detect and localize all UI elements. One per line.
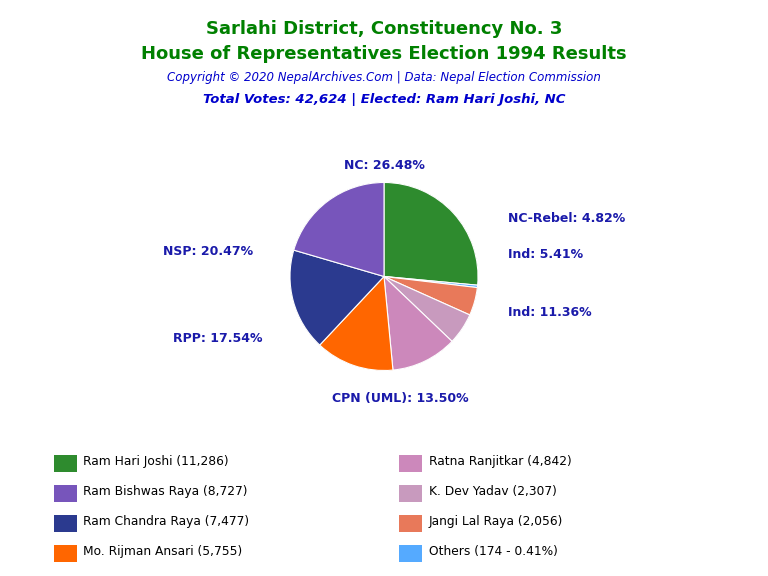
Wedge shape — [384, 276, 478, 287]
Text: NC: 26.48%: NC: 26.48% — [343, 160, 425, 172]
Text: Copyright © 2020 NepalArchives.Com | Data: Nepal Election Commission: Copyright © 2020 NepalArchives.Com | Dat… — [167, 71, 601, 85]
Wedge shape — [319, 276, 393, 370]
Wedge shape — [294, 183, 384, 276]
Text: Others (174 - 0.41%): Others (174 - 0.41%) — [429, 545, 558, 558]
Text: Mo. Rijman Ansari (5,755): Mo. Rijman Ansari (5,755) — [83, 545, 242, 558]
Wedge shape — [384, 276, 478, 315]
Text: Ind: 11.36%: Ind: 11.36% — [508, 306, 592, 319]
Wedge shape — [294, 183, 384, 276]
Text: K. Dev Yadav (2,307): K. Dev Yadav (2,307) — [429, 486, 557, 498]
Text: Ind: 5.41%: Ind: 5.41% — [508, 248, 584, 261]
Text: Jangi Lal Raya (2,056): Jangi Lal Raya (2,056) — [429, 516, 563, 528]
Text: NC-Rebel: 4.82%: NC-Rebel: 4.82% — [508, 212, 626, 225]
Wedge shape — [384, 183, 478, 285]
Wedge shape — [384, 276, 470, 342]
Text: CPN (UML): 13.50%: CPN (UML): 13.50% — [333, 392, 469, 404]
Wedge shape — [384, 276, 478, 315]
Wedge shape — [290, 250, 384, 345]
Wedge shape — [384, 276, 478, 287]
Text: Ratna Ranjitkar (4,842): Ratna Ranjitkar (4,842) — [429, 456, 571, 468]
Text: House of Representatives Election 1994 Results: House of Representatives Election 1994 R… — [141, 45, 627, 63]
Wedge shape — [384, 276, 470, 342]
Wedge shape — [384, 276, 452, 370]
Text: RPP: 17.54%: RPP: 17.54% — [173, 332, 263, 345]
Text: Sarlahi District, Constituency No. 3: Sarlahi District, Constituency No. 3 — [206, 20, 562, 38]
Text: Total Votes: 42,624 | Elected: Ram Hari Joshi, NC: Total Votes: 42,624 | Elected: Ram Hari … — [203, 93, 565, 107]
Text: Ram Chandra Raya (7,477): Ram Chandra Raya (7,477) — [83, 516, 249, 528]
Text: NSP: 20.47%: NSP: 20.47% — [163, 245, 253, 258]
Wedge shape — [384, 276, 452, 370]
Wedge shape — [290, 250, 384, 345]
Text: Ram Bishwas Raya (8,727): Ram Bishwas Raya (8,727) — [83, 486, 247, 498]
Wedge shape — [384, 183, 478, 285]
Text: Ram Hari Joshi (11,286): Ram Hari Joshi (11,286) — [83, 456, 229, 468]
Wedge shape — [319, 276, 393, 370]
